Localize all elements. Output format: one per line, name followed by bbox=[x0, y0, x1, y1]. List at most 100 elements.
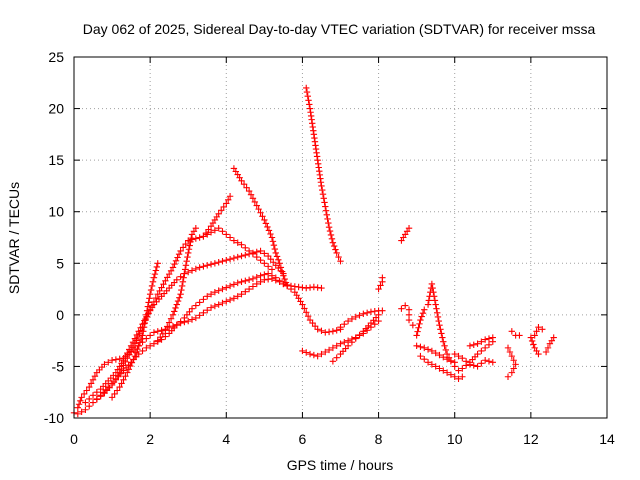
data-point bbox=[211, 260, 219, 267]
data-point bbox=[508, 328, 516, 335]
data-point bbox=[325, 346, 333, 354]
x-tick-label: 14 bbox=[599, 431, 615, 447]
data-point bbox=[215, 301, 222, 308]
data-point bbox=[143, 311, 150, 319]
data-point bbox=[230, 295, 238, 302]
data-point bbox=[146, 295, 153, 302]
data-point bbox=[204, 293, 211, 300]
data-point bbox=[242, 244, 249, 252]
data-point bbox=[375, 285, 382, 293]
data-point bbox=[185, 317, 192, 325]
data-point bbox=[125, 366, 133, 373]
data-point bbox=[173, 321, 180, 329]
data-point bbox=[432, 349, 439, 357]
data-point bbox=[253, 274, 260, 281]
data-point bbox=[268, 266, 276, 273]
data-point bbox=[116, 383, 123, 391]
data-point bbox=[97, 393, 104, 400]
data-point bbox=[205, 226, 212, 233]
data-point bbox=[535, 350, 542, 358]
data-point bbox=[277, 264, 285, 271]
data-point bbox=[356, 331, 363, 339]
y-axis-ticks: -10 -5 0 5 10 15 20 25 bbox=[44, 49, 607, 426]
data-point bbox=[184, 253, 191, 261]
y-tick-label: 10 bbox=[48, 204, 64, 220]
data-point bbox=[148, 302, 156, 310]
data-point bbox=[80, 390, 88, 398]
data-point bbox=[177, 247, 184, 255]
data-point bbox=[337, 258, 344, 265]
data-point bbox=[249, 250, 257, 258]
data-point bbox=[329, 239, 337, 246]
data-point bbox=[196, 234, 203, 241]
data-point bbox=[223, 200, 230, 207]
data-point bbox=[154, 328, 161, 335]
data-point bbox=[253, 280, 260, 288]
data-point bbox=[169, 311, 177, 319]
data-point bbox=[329, 328, 337, 335]
data-point bbox=[352, 313, 359, 321]
data-point bbox=[242, 277, 249, 285]
data-point bbox=[415, 324, 422, 331]
series-track-24 bbox=[527, 334, 542, 358]
data-point bbox=[447, 371, 455, 378]
data-point bbox=[417, 352, 424, 360]
data-point bbox=[280, 272, 287, 279]
data-point bbox=[249, 275, 257, 282]
data-point bbox=[223, 256, 230, 264]
data-point bbox=[129, 344, 137, 351]
data-point bbox=[162, 327, 169, 334]
data-point bbox=[167, 267, 175, 274]
data-point bbox=[180, 274, 187, 281]
data-point bbox=[352, 335, 359, 342]
series-track-22 bbox=[504, 344, 519, 380]
data-point bbox=[145, 299, 152, 306]
data-point bbox=[306, 350, 314, 358]
data-point bbox=[219, 299, 226, 307]
data-point bbox=[272, 274, 279, 281]
data-point bbox=[245, 187, 253, 195]
data-point bbox=[273, 253, 281, 260]
data-point bbox=[218, 207, 225, 214]
data-point bbox=[192, 302, 200, 309]
data-point bbox=[245, 285, 253, 293]
data-point bbox=[86, 395, 93, 403]
data-point bbox=[416, 320, 423, 328]
data-point bbox=[156, 287, 163, 295]
data-point bbox=[177, 318, 184, 325]
data-point bbox=[165, 270, 173, 278]
data-point bbox=[360, 310, 367, 318]
data-point bbox=[132, 349, 140, 356]
data-point bbox=[535, 324, 542, 331]
data-point bbox=[120, 376, 127, 384]
data-point bbox=[177, 273, 184, 280]
data-point bbox=[489, 334, 496, 341]
data-point bbox=[433, 305, 440, 312]
data-point bbox=[215, 210, 222, 217]
data-point bbox=[544, 344, 552, 352]
data-point bbox=[318, 350, 325, 358]
data-point bbox=[112, 356, 120, 363]
x-tick-label: 2 bbox=[146, 431, 154, 447]
x-tick-label: 0 bbox=[70, 431, 78, 447]
data-point bbox=[459, 373, 466, 380]
series-track-17 bbox=[417, 352, 466, 383]
data-point bbox=[516, 332, 523, 339]
data-point bbox=[158, 284, 165, 291]
data-point bbox=[159, 330, 167, 337]
data-point bbox=[89, 399, 97, 406]
data-point bbox=[318, 284, 325, 292]
data-point bbox=[192, 265, 200, 273]
data-point bbox=[105, 383, 112, 391]
data-point bbox=[204, 262, 211, 269]
data-point bbox=[282, 279, 290, 286]
data-point bbox=[172, 257, 180, 265]
data-point bbox=[318, 327, 325, 335]
data-point bbox=[278, 268, 286, 275]
data-point bbox=[405, 316, 413, 324]
data-point bbox=[434, 309, 441, 316]
data-point bbox=[506, 348, 514, 356]
data-point bbox=[234, 253, 241, 261]
data-point bbox=[259, 213, 266, 220]
data-point bbox=[122, 358, 129, 365]
